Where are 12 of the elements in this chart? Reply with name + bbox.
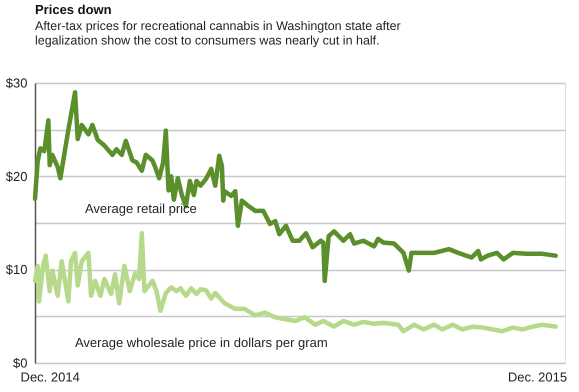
y-tick-label: $30: [6, 76, 28, 90]
line-series: [32, 231, 558, 334]
y-tick-label: $20: [6, 168, 28, 184]
chart-subtitle: After-tax prices for recreational cannabis in Washington state after legalization show the cost to consumers was nearly cut in half.: [35, 19, 401, 48]
chart-title: Prices down: [35, 2, 112, 17]
series-label: Average retail price: [85, 201, 197, 216]
y-tick-label: $0: [13, 356, 28, 370]
x-tick-label: Dec. 2015: [508, 370, 568, 384]
y-tick-label: $10: [6, 262, 28, 278]
x-tick-label: Dec. 2014: [20, 370, 80, 384]
series-label: Average wholesale price in dollars per gram: [75, 335, 328, 350]
line-series: [32, 90, 558, 284]
